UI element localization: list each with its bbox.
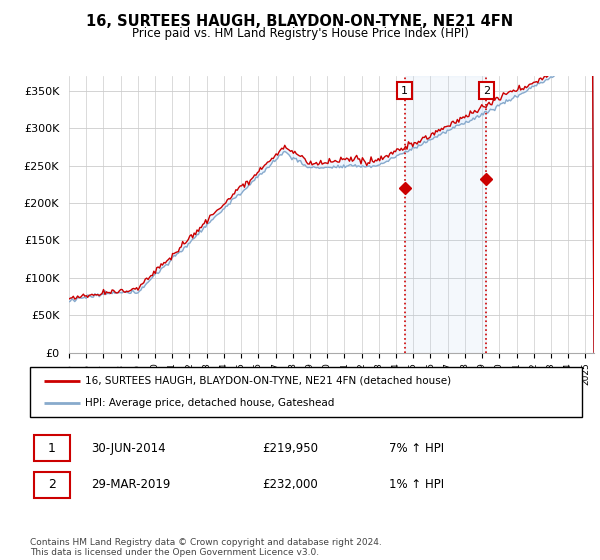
Text: 1: 1 [401,86,408,96]
Text: 2: 2 [483,86,490,96]
Text: 1% ↑ HPI: 1% ↑ HPI [389,478,444,491]
Bar [404,76,487,353]
Text: Price paid vs. HM Land Registry's House Price Index (HPI): Price paid vs. HM Land Registry's House … [131,27,469,40]
Text: 16, SURTEES HAUGH, BLAYDON-ON-TYNE, NE21 4FN (detached house): 16, SURTEES HAUGH, BLAYDON-ON-TYNE, NE21… [85,376,451,386]
Text: 29-MAR-2019: 29-MAR-2019 [91,478,170,491]
Text: HPI: Average price, detached house, Gateshead: HPI: Average price, detached house, Gate… [85,398,335,408]
Text: 16, SURTEES HAUGH, BLAYDON-ON-TYNE, NE21 4FN: 16, SURTEES HAUGH, BLAYDON-ON-TYNE, NE21… [86,14,514,29]
Text: 30-JUN-2014: 30-JUN-2014 [91,442,166,455]
Text: £232,000: £232,000 [262,478,317,491]
Text: 7% ↑ HPI: 7% ↑ HPI [389,442,444,455]
Text: 1: 1 [48,442,56,455]
Bar [34,472,70,498]
Text: 2: 2 [48,478,56,491]
Text: Contains HM Land Registry data © Crown copyright and database right 2024.
This d: Contains HM Land Registry data © Crown c… [30,538,382,557]
Bar [34,435,70,461]
Text: £219,950: £219,950 [262,442,318,455]
